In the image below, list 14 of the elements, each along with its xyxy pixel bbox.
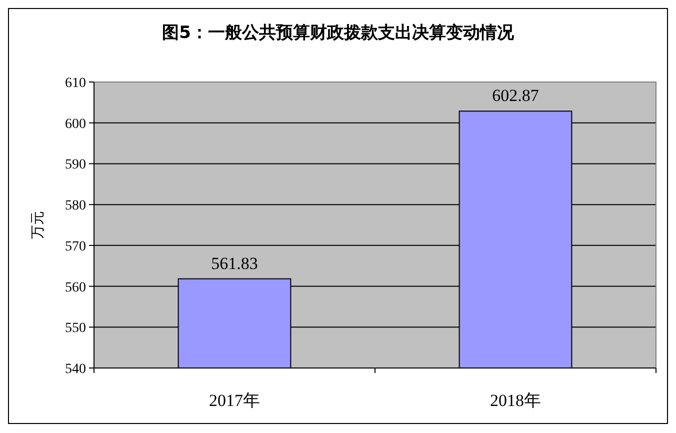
y-tick-label: 550 <box>65 321 86 336</box>
y-tick-label: 540 <box>65 362 86 377</box>
data-label: 602.87 <box>492 86 540 106</box>
y-tick-label: 590 <box>65 158 86 173</box>
y-axis-title: 万元 <box>30 211 46 239</box>
data-label: 561.83 <box>211 254 258 273</box>
x-tick-label: 2017年 <box>209 391 260 410</box>
y-tick-label: 570 <box>65 239 86 254</box>
y-tick-label: 580 <box>65 198 86 214</box>
y-tick-label: 600 <box>65 116 86 132</box>
chart-title: 图5：一般公共预算财政拨款支出决算变动情况 <box>162 23 515 43</box>
y-tick-label: 560 <box>65 280 86 296</box>
x-tick-label: 2018年 <box>490 391 541 410</box>
y-tick-label: 610 <box>65 76 86 91</box>
